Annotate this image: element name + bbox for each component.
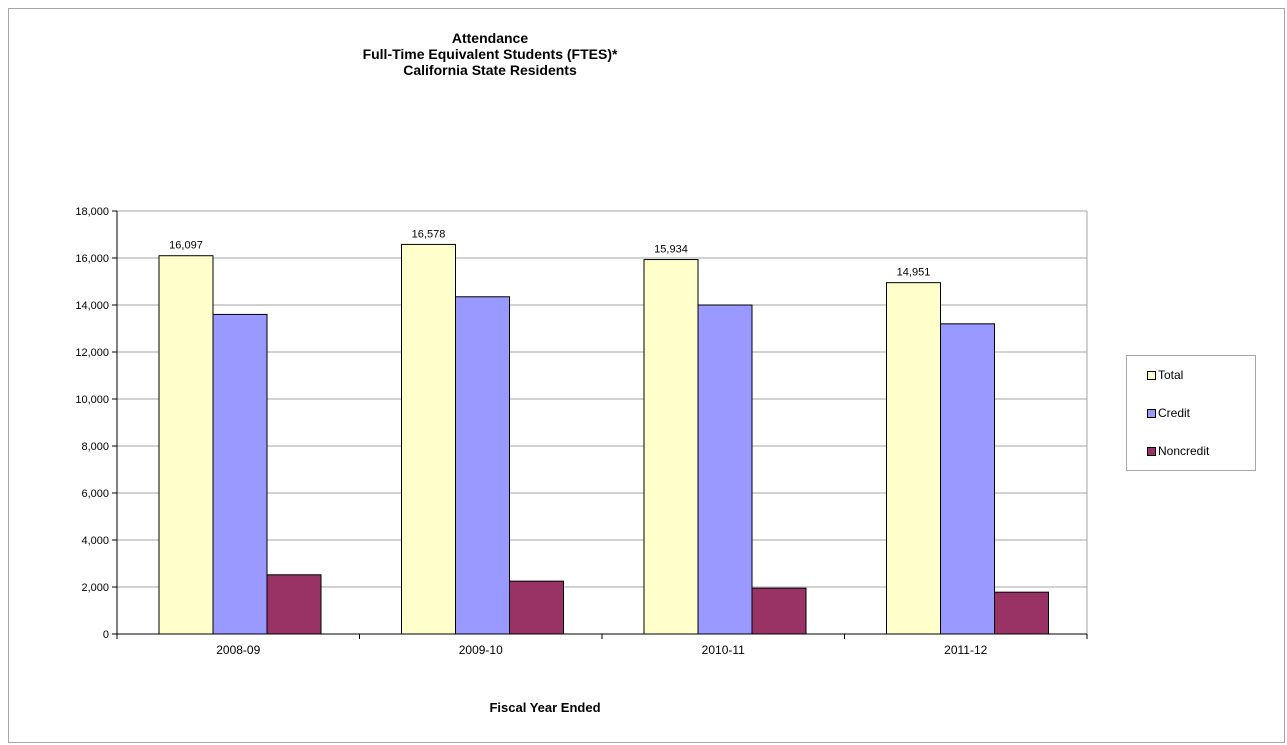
- data-label: 15,934: [654, 244, 688, 256]
- bar-total-2009-10: [401, 243, 456, 635]
- x-tick-label: 2011-12: [944, 643, 987, 657]
- y-tick-label: 8,000: [81, 441, 109, 453]
- bar-noncredit-2009-10: [509, 580, 564, 635]
- bar-noncredit-2008-09: [266, 574, 322, 635]
- x-tick-label: 2008-09: [216, 643, 260, 657]
- legend-item-noncredit: Noncredit: [1147, 444, 1209, 458]
- y-tick-label: 10,000: [75, 394, 109, 406]
- data-label: 16,578: [412, 228, 446, 240]
- bar-credit-2009-10: [455, 296, 510, 635]
- legend-swatch-credit: [1147, 408, 1156, 418]
- x-tick-label: 2009-10: [459, 643, 503, 657]
- chart-title-line-1: Attendance: [451, 30, 529, 46]
- chart-title-line-3: California State Residents: [403, 62, 577, 78]
- y-tick-label: 4,000: [81, 535, 109, 547]
- bar-noncredit-2011-12: [994, 591, 1049, 635]
- bar-credit-2010-11: [697, 304, 753, 635]
- legend-swatch-noncredit: [1147, 446, 1156, 456]
- y-tick-label: 16,000: [75, 253, 109, 265]
- y-tick-label: 0: [103, 629, 109, 641]
- y-tick-label: 6,000: [81, 488, 109, 500]
- bar-total-2011-12: [886, 282, 941, 635]
- bar-credit-2008-09: [212, 313, 268, 635]
- data-label: 16,097: [169, 240, 203, 252]
- data-label: 14,951: [897, 267, 931, 279]
- bar-noncredit-2010-11: [751, 587, 807, 635]
- y-tick-label: 12,000: [75, 347, 109, 359]
- legend: Total Credit Noncredit: [1126, 355, 1256, 471]
- x-axis-title: Fiscal Year Ended: [489, 700, 601, 715]
- chart-title-line-2: Full-Time Equivalent Students (FTES)*: [362, 46, 618, 62]
- legend-swatch-total: [1147, 370, 1156, 380]
- legend-label-noncredit: Noncredit: [1158, 444, 1210, 458]
- legend-label-credit: Credit: [1158, 406, 1191, 420]
- bar-credit-2011-12: [940, 323, 995, 635]
- legend-label-total: Total: [1158, 368, 1184, 382]
- y-tick-label: 18,000: [75, 206, 109, 218]
- y-tick-label: 14,000: [75, 300, 109, 312]
- legend-item-total: Total: [1147, 368, 1183, 382]
- bar-total-2010-11: [643, 259, 699, 635]
- x-tick-label: 2010-11: [702, 643, 745, 657]
- bar-total-2008-09: [158, 255, 214, 635]
- y-tick-label: 2,000: [81, 582, 109, 594]
- legend-item-credit: Credit: [1147, 406, 1190, 420]
